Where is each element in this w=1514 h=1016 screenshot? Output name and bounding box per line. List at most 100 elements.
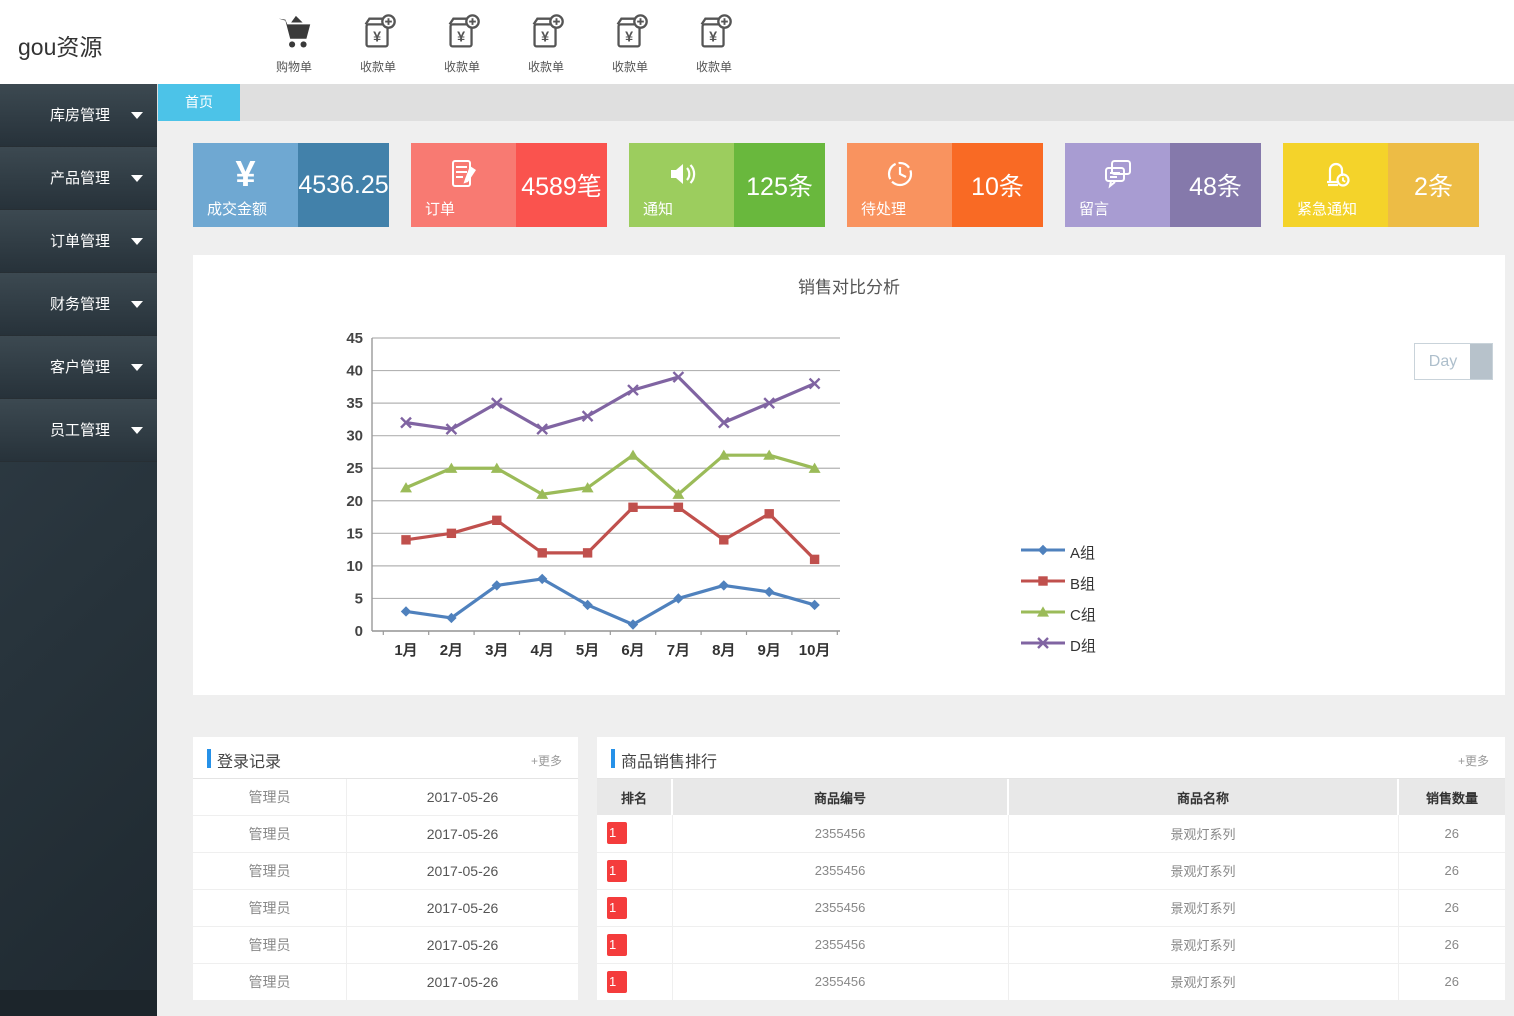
stat-card-turnover[interactable]: ¥ 成交金额 4536.25 (193, 143, 389, 227)
legend-label: D组 (1070, 638, 1096, 655)
login-log-row: 管理员 2017-05-26 (193, 890, 578, 927)
sales-rank-table: 排名 商品编号 商品名称 销售数量 1 2355456 景观灯系列 26 1 2… (597, 779, 1505, 1001)
table-row: 1 2355456 景观灯系列 26 (597, 815, 1505, 853)
table-row: 1 2355456 景观灯系列 26 (597, 889, 1505, 927)
chevron-down-icon (131, 364, 143, 371)
legend-label: B组 (1070, 576, 1096, 593)
login-log-title: 登录记录 (217, 754, 282, 771)
svg-text:7月: 7月 (667, 642, 690, 659)
sidebar-item-label: 客户管理 (50, 359, 111, 376)
chevron-down-icon (131, 301, 143, 308)
table-row: 1 2355456 景观灯系列 26 (597, 852, 1505, 890)
tab-home[interactable]: 首页 (158, 84, 240, 121)
login-date: 2017-05-26 (426, 900, 499, 916)
stat-card-urgent[interactable]: 紧急通知 2条 (1283, 143, 1479, 227)
stat-card-label: 紧急通知 (1297, 201, 1358, 218)
stat-card-notices[interactable]: 通知 125条 (629, 143, 825, 227)
toolbar-item-receipt-4[interactable]: ¥ 收款单 (588, 6, 672, 80)
product-name: 景观灯系列 (1008, 963, 1399, 1001)
legend-item-group-b[interactable]: B组 (1020, 568, 1096, 599)
app-logo: gou资源 (18, 34, 103, 60)
legend-item-group-a[interactable]: A组 (1020, 537, 1096, 568)
sidebar-item-label: 订单管理 (50, 233, 111, 250)
chevron-down-icon (131, 175, 143, 182)
login-date: 2017-05-26 (426, 974, 499, 990)
chart-legend: A组 B组 C组 D组 (1020, 537, 1096, 661)
legend-label: C组 (1070, 607, 1096, 624)
svg-text:9月: 9月 (758, 642, 781, 659)
legend-item-group-d[interactable]: D组 (1020, 630, 1096, 661)
stat-cards-row: ¥ 成交金额 4536.25 订单 4589笔 (193, 143, 1479, 227)
login-log-row: 管理员 2017-05-26 (193, 964, 578, 1001)
column-header-rank: 排名 (597, 779, 673, 815)
svg-text:¥: ¥ (541, 30, 549, 46)
svg-text:¥: ¥ (625, 30, 633, 46)
sidebar-item-customer[interactable]: 客户管理 (0, 336, 157, 399)
stat-card-messages[interactable]: 留言 48条 (1065, 143, 1261, 227)
toolbar-item-label: 收款单 (611, 60, 648, 74)
sidebar-item-product[interactable]: 产品管理 (0, 147, 157, 210)
sidebar: 库房管理 产品管理 订单管理 财务管理 客户管理 员工管理 (0, 84, 157, 1016)
toolbar-item-receipt-5[interactable]: ¥ 收款单 (672, 6, 756, 80)
chart-period-button[interactable]: Day (1414, 343, 1493, 380)
product-name: 景观灯系列 (1008, 926, 1399, 964)
sidebar-footer (0, 990, 157, 1016)
toolbar-item-shopping-list[interactable]: 购物单 (252, 6, 336, 80)
stat-card-orders[interactable]: 订单 4589笔 (411, 143, 607, 227)
stat-card-value: 10条 (971, 173, 1024, 201)
column-header-qty: 销售数量 (1398, 779, 1505, 815)
sales-rank-title: 商品销售排行 (621, 754, 718, 771)
legend-marker (1020, 543, 1066, 562)
login-user: 管理员 (193, 853, 347, 889)
sales-qty: 26 (1398, 926, 1505, 964)
product-code: 2355456 (672, 852, 1009, 890)
stat-card-pending[interactable]: 待处理 10条 (847, 143, 1043, 227)
stat-card-value: 48条 (1189, 173, 1242, 201)
receipt-icon: ¥ (693, 6, 735, 54)
sidebar-item-finance[interactable]: 财务管理 (0, 273, 157, 336)
svg-text:40: 40 (346, 363, 363, 380)
product-code: 2355456 (672, 815, 1009, 853)
product-code: 2355456 (672, 926, 1009, 964)
cart-icon (273, 6, 315, 54)
panel-title-accent-bar (611, 749, 615, 768)
chart-period-dropdown-handle[interactable] (1470, 344, 1492, 379)
receipt-icon: ¥ (357, 6, 399, 54)
login-log-more-link[interactable]: +更多 (530, 754, 562, 768)
svg-text:45: 45 (346, 330, 363, 347)
product-name: 景观灯系列 (1008, 852, 1399, 890)
sidebar-item-employee[interactable]: 员工管理 (0, 399, 157, 462)
table-row: 1 2355456 景观灯系列 26 (597, 963, 1505, 1001)
sidebar-item-warehouse[interactable]: 库房管理 (0, 84, 157, 147)
svg-text:10: 10 (346, 558, 363, 575)
svg-text:15: 15 (346, 525, 363, 542)
svg-text:6月: 6月 (621, 642, 644, 659)
stat-card-value: 2条 (1414, 173, 1453, 201)
header-toolbar: 购物单 ¥ 收款单 ¥ (252, 6, 756, 80)
toolbar-item-label: 收款单 (359, 60, 396, 74)
sidebar-item-label: 财务管理 (50, 296, 111, 313)
login-log-panel: 登录记录 +更多 管理员 2017-05-26 管理员 2017-05-26 管… (193, 737, 578, 1001)
sales-chart-panel: 销售对比分析 Day 0 5 10 15 20 25 30 35 40 45 1月 2月 3月 4月 5月 6… (193, 255, 1505, 695)
sales-qty: 26 (1398, 815, 1505, 853)
svg-text:0: 0 (355, 623, 363, 640)
toolbar-item-label: 收款单 (695, 60, 732, 74)
rank-badge: 1 (607, 859, 627, 882)
chevron-down-icon (131, 238, 143, 245)
toolbar-item-receipt-2[interactable]: ¥ 收款单 (420, 6, 504, 80)
legend-item-group-c[interactable]: C组 (1020, 599, 1096, 630)
sales-rank-more-link[interactable]: +更多 (1457, 754, 1489, 768)
rank-badge: 1 (607, 933, 627, 956)
chevron-down-icon (131, 427, 143, 434)
legend-marker (1020, 574, 1066, 593)
toolbar-item-label: 收款单 (527, 60, 564, 74)
yuan-icon: ¥ (235, 153, 256, 194)
rank-badge: 1 (607, 822, 627, 845)
stat-card-label: 成交金额 (207, 201, 268, 218)
top-header: gou资源 购物单 ¥ (0, 0, 1514, 84)
receipt-icon: ¥ (441, 6, 483, 54)
toolbar-item-receipt-1[interactable]: ¥ 收款单 (336, 6, 420, 80)
login-date: 2017-05-26 (426, 863, 499, 879)
toolbar-item-receipt-3[interactable]: ¥ 收款单 (504, 6, 588, 80)
sidebar-item-order[interactable]: 订单管理 (0, 210, 157, 273)
